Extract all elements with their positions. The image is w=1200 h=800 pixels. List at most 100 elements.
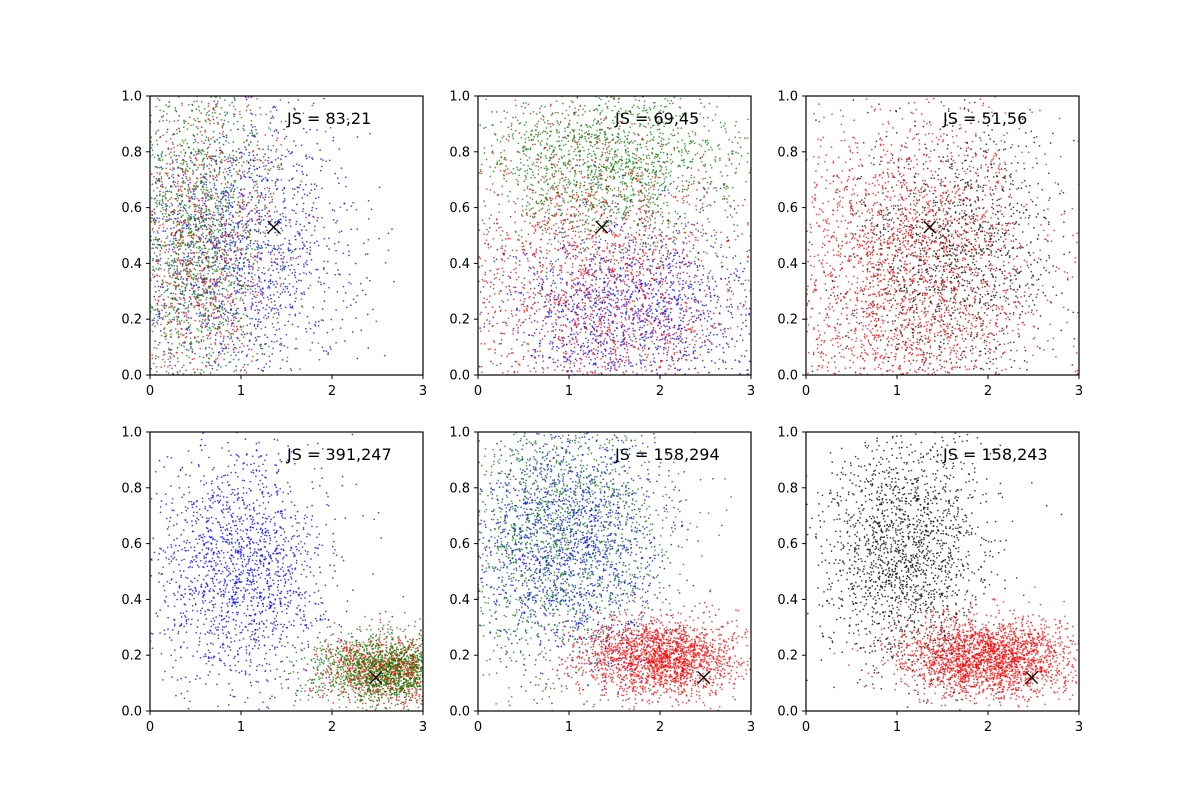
data-point	[191, 110, 193, 112]
data-point	[192, 193, 195, 195]
data-point	[159, 330, 162, 332]
data-point	[628, 154, 631, 157]
data-point	[257, 267, 260, 269]
data-point	[572, 158, 575, 160]
data-point	[187, 122, 190, 125]
data-point	[163, 351, 165, 353]
data-point	[195, 275, 198, 277]
data-point	[175, 351, 178, 354]
data-point	[235, 156, 238, 159]
data-point	[605, 117, 608, 120]
data-point	[176, 128, 178, 131]
data-point	[193, 198, 196, 200]
data-point	[180, 333, 182, 335]
data-point	[321, 216, 323, 219]
data-point	[208, 195, 211, 198]
data-point	[332, 139, 335, 142]
data-point	[669, 102, 671, 105]
data-point	[187, 304, 190, 306]
data-point	[176, 259, 179, 262]
data-point	[227, 205, 230, 208]
data-point	[227, 196, 230, 199]
data-point	[219, 146, 221, 149]
data-point	[241, 201, 244, 203]
data-point	[224, 296, 226, 298]
data-point	[276, 210, 278, 213]
data-point	[207, 272, 209, 275]
data-point	[215, 188, 217, 191]
data-point	[191, 258, 194, 260]
data-point	[683, 161, 685, 164]
data-point	[651, 209, 654, 212]
data-point	[202, 168, 205, 170]
data-point	[197, 105, 200, 108]
data-point	[154, 308, 157, 311]
data-point	[570, 100, 573, 103]
data-point	[270, 260, 273, 263]
data-point	[167, 257, 170, 260]
data-point	[247, 196, 250, 199]
data-point	[262, 307, 265, 309]
data-point	[179, 323, 181, 325]
data-point	[194, 208, 197, 211]
data-point	[360, 329, 363, 332]
data-point	[274, 231, 276, 234]
data-point	[558, 140, 561, 143]
data-point	[223, 257, 226, 259]
data-point	[227, 343, 229, 346]
data-point	[240, 156, 243, 159]
data-point	[264, 153, 266, 155]
data-point	[639, 123, 641, 125]
data-point	[156, 199, 158, 202]
data-point	[181, 159, 184, 162]
data-point	[483, 147, 486, 149]
data-point	[171, 302, 173, 305]
data-point	[219, 242, 222, 244]
data-point	[221, 207, 224, 210]
data-point	[193, 306, 195, 309]
data-point	[187, 103, 190, 106]
data-point	[551, 145, 553, 147]
data-point	[672, 231, 675, 233]
data-point	[547, 119, 549, 122]
data-point	[265, 362, 268, 365]
data-point	[180, 344, 183, 347]
data-point	[254, 248, 256, 251]
data-point	[284, 216, 287, 218]
data-point	[607, 156, 610, 159]
data-point	[187, 190, 189, 192]
data-point	[242, 366, 245, 369]
data-point	[248, 261, 251, 263]
data-point	[621, 218, 624, 221]
data-point	[192, 241, 194, 244]
data-point	[659, 165, 661, 167]
data-point	[176, 161, 178, 163]
data-point	[628, 142, 631, 145]
data-point	[591, 188, 593, 191]
data-point	[168, 219, 170, 222]
data-point	[493, 222, 496, 225]
data-point	[162, 202, 164, 204]
data-point	[161, 283, 164, 286]
data-point	[332, 219, 335, 221]
data-point	[212, 211, 215, 214]
data-point	[268, 190, 270, 192]
data-point	[369, 279, 371, 282]
data-point	[647, 237, 650, 240]
data-point	[248, 212, 251, 214]
data-point	[266, 296, 269, 299]
data-point	[181, 352, 183, 354]
data-point	[168, 261, 171, 264]
data-point	[264, 343, 266, 345]
data-point	[294, 313, 297, 316]
data-point	[280, 248, 282, 250]
data-point	[205, 259, 208, 261]
data-point	[683, 142, 686, 145]
data-point	[224, 234, 227, 236]
data-point	[295, 297, 297, 300]
data-point	[296, 186, 299, 189]
data-point	[220, 107, 223, 109]
data-point	[300, 298, 303, 300]
data-point	[158, 194, 161, 197]
data-point	[536, 135, 539, 138]
